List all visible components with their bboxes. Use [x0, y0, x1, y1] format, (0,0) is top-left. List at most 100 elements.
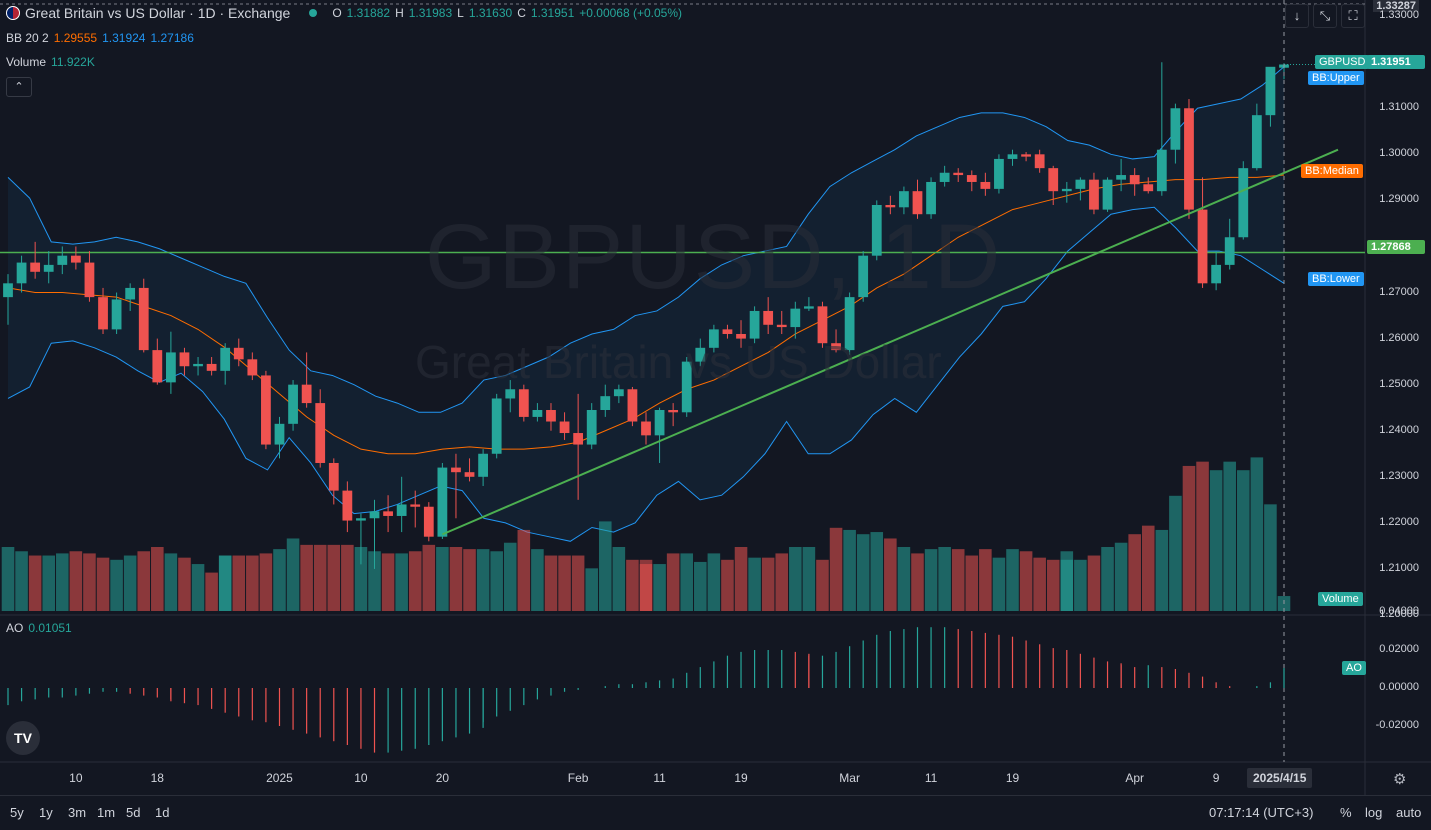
open-label: O — [332, 6, 342, 20]
bb-legend[interactable]: BB 20 2 1.29555 1.31924 1.27186 — [6, 31, 194, 45]
candle-body — [1211, 264, 1222, 284]
bb-lower-line — [7, 206, 1285, 542]
candle-body — [193, 363, 203, 367]
volume-bar — [558, 555, 571, 611]
price-axis-label: 1.31000 — [1379, 101, 1419, 114]
bb-label: BB 20 2 — [6, 31, 49, 45]
volume-bar — [476, 549, 490, 611]
price-axis-label: 1.22000 — [1379, 515, 1419, 528]
expand-icon: ⤡ — [1319, 8, 1331, 23]
volume-bar — [843, 529, 856, 611]
volume-bar — [1223, 461, 1236, 611]
candle-body — [111, 299, 122, 330]
candle-body — [43, 264, 54, 272]
volume-bar — [164, 553, 178, 611]
volume-tag: Volume — [1318, 592, 1363, 606]
volume-bar — [816, 559, 829, 611]
ao-axis-label: 0.02000 — [1379, 643, 1419, 655]
candle-body — [328, 462, 339, 491]
cursor-date-tag: 2025/4/15 — [1247, 768, 1313, 788]
candle-body — [84, 262, 95, 298]
symbol-legend[interactable]: Great Britain vs US Dollar · 1D · Exchan… — [6, 5, 682, 21]
volume-bar — [1019, 551, 1033, 611]
volume-bar — [680, 553, 694, 611]
price-axis-label: 1.25000 — [1379, 377, 1419, 390]
candle-body — [763, 310, 774, 325]
volume-bar — [924, 549, 938, 611]
auto-toggle[interactable]: auto — [1396, 805, 1422, 820]
range-button-5d[interactable]: 5d — [126, 805, 141, 820]
bb-lower-value: 1.27186 — [150, 31, 194, 45]
volume-bar — [490, 551, 503, 611]
candle-body — [70, 255, 81, 263]
gear-icon[interactable]: ⚙ — [1393, 771, 1407, 788]
volume-bar — [1236, 470, 1250, 611]
price-axis-label: 1.20000 — [1379, 608, 1419, 620]
market-open-dot-icon — [309, 9, 318, 17]
candle-body — [1184, 108, 1194, 210]
clock[interactable]: 07:17:14 (UTC+3) — [1209, 805, 1314, 820]
volume-bar — [368, 551, 381, 611]
price-axis-label: 1.29000 — [1379, 193, 1419, 206]
volume-bar — [802, 547, 816, 611]
candle-body — [573, 433, 584, 445]
bb-upper-value: 1.31924 — [102, 31, 146, 45]
candle-body — [451, 467, 461, 473]
candle-body — [1197, 209, 1208, 284]
candle-body — [1089, 179, 1099, 210]
candle-body — [790, 308, 801, 328]
candle-body — [423, 506, 434, 537]
last-price-tag: 1.31951 — [1367, 55, 1425, 69]
time-axis-label: 18 — [150, 771, 164, 785]
volume-bar — [707, 553, 721, 611]
fullscreen-button[interactable]: ⤡ — [1313, 4, 1337, 28]
percent-toggle[interactable]: % — [1340, 805, 1352, 820]
collapse-legend-button[interactable]: ⌃ — [6, 77, 32, 97]
time-axis-label: 9 — [1212, 771, 1220, 785]
candle-body — [1129, 175, 1140, 185]
time-axis-label: Apr — [1125, 771, 1145, 785]
volume-bar — [381, 553, 395, 611]
tradingview-logo[interactable]: TV — [6, 721, 40, 755]
range-button-1m[interactable]: 1m — [97, 805, 116, 820]
volume-bar — [1046, 559, 1060, 611]
range-button-3m[interactable]: 3m — [68, 805, 87, 820]
time-axis-label: Mar — [839, 771, 860, 785]
screenshot-button[interactable]: ⛶ — [1341, 4, 1365, 28]
volume-label: Volume — [6, 55, 47, 69]
volume-bar — [965, 555, 979, 611]
volume-legend[interactable]: Volume 11.922K — [6, 55, 95, 69]
candle-body — [1102, 179, 1113, 210]
range-button-5y[interactable]: 5y — [10, 805, 24, 820]
time-axis-label: 2025 — [266, 771, 293, 785]
candle-body — [464, 472, 475, 477]
log-toggle[interactable]: log — [1365, 805, 1383, 820]
candle-body — [518, 389, 529, 417]
volume-bar — [123, 555, 137, 611]
candle-body — [1224, 237, 1235, 265]
candle-body — [844, 297, 855, 351]
range-button-1d[interactable]: 1d — [155, 805, 170, 820]
candle-body — [220, 347, 231, 371]
candle-body — [288, 384, 298, 424]
candle-body — [1251, 115, 1262, 169]
candle-body — [410, 504, 421, 507]
candle-body — [1061, 188, 1072, 192]
volume-bar — [42, 555, 56, 611]
volume-bar — [463, 549, 476, 611]
volume-bar — [83, 553, 96, 611]
time-axis-label: 20 — [435, 771, 450, 785]
volume-bar — [694, 561, 707, 611]
volume-bar — [598, 521, 612, 611]
volume-bar — [395, 553, 408, 611]
candle-body — [1156, 149, 1167, 192]
scroll-down-button[interactable]: ↓ — [1285, 4, 1309, 28]
hline-price-tag: 1.27868 — [1367, 240, 1425, 254]
candle-body — [274, 423, 285, 445]
range-button-1y[interactable]: 1y — [39, 805, 53, 820]
ao-legend[interactable]: AO 0.01051 — [6, 621, 72, 635]
candle-body — [912, 191, 923, 215]
candle-body — [396, 504, 407, 516]
volume-bar — [938, 547, 951, 611]
